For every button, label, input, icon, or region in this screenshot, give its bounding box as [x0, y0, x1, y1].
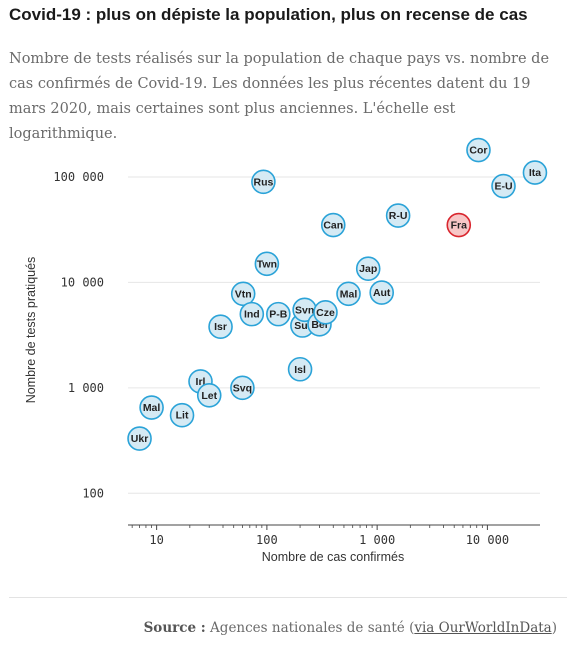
point-marker	[466, 137, 491, 163]
point-marker	[385, 203, 411, 228]
source-label: Source :	[143, 620, 206, 636]
point-marker	[169, 402, 195, 428]
footer-divider	[9, 597, 567, 598]
point-label: Aut	[373, 287, 391, 299]
data-point: R-U	[385, 203, 411, 228]
chart-title: Covid-19 : plus on dépiste la population…	[9, 5, 528, 24]
point-marker	[446, 212, 472, 238]
point-label: Rus	[253, 176, 273, 188]
source-close: )	[551, 620, 557, 636]
data-point: Jap	[355, 256, 381, 281]
point-label: Mal	[340, 288, 358, 300]
chart-subtitle: Nombre de tests réalisés sur la populati…	[9, 51, 550, 142]
data-point: Let	[196, 382, 222, 408]
data-point: Can	[320, 212, 346, 238]
data-point: Fra	[446, 212, 472, 238]
point-marker	[239, 301, 265, 327]
point-label: Twn	[257, 258, 277, 270]
data-point: Mal	[336, 281, 361, 307]
data-point: Lit	[169, 402, 195, 428]
point-marker	[355, 256, 381, 281]
x-tick-label: 1 000	[359, 533, 395, 547]
y-tick-label: 1 000	[68, 381, 104, 395]
data-point: Mal	[139, 395, 164, 420]
x-tick-label: 10	[149, 533, 163, 547]
point-label: Jap	[359, 263, 377, 275]
scatter-chart: 100 1 000 10 000 100 000 10 100 1 000 10 000 Uk…	[24, 137, 548, 564]
point-label: Ind	[244, 309, 260, 321]
point-marker	[139, 395, 164, 420]
data-point: Twn	[254, 251, 280, 277]
point-marker	[522, 160, 548, 185]
point-label: Sui	[294, 320, 310, 332]
point-label: E-U	[494, 181, 512, 193]
point-label: Isl	[294, 364, 306, 376]
source-text: Agences nationales de santé (	[210, 620, 415, 636]
point-label: Can	[323, 220, 343, 232]
point-label: Svq	[233, 382, 252, 394]
point-label: Cor	[469, 145, 487, 157]
data-point: Cze	[313, 300, 338, 325]
data-point: Aut	[369, 280, 395, 305]
data-point: Ind	[239, 301, 265, 327]
y-tick-label: 100 000	[53, 170, 104, 184]
axis-layer: 100 1 000 10 000 100 000 10 100 1 000 10 000	[53, 170, 540, 547]
x-tick-label: 10 000	[466, 533, 509, 547]
point-marker	[254, 251, 280, 277]
point-marker	[266, 301, 291, 327]
point-marker	[230, 375, 255, 401]
point-marker	[127, 426, 152, 451]
point-label: R-U	[389, 210, 408, 222]
point-label: Vtn	[235, 288, 252, 300]
point-marker	[491, 173, 516, 199]
point-marker	[369, 280, 395, 305]
point-marker	[196, 382, 222, 408]
point-label: Irl	[196, 376, 206, 388]
data-point: Svq	[230, 375, 255, 401]
data-point: Vtn	[230, 281, 256, 307]
data-point: Rus	[251, 169, 276, 195]
source-link[interactable]: via OurWorldInData	[414, 620, 552, 636]
point-label: Ukr	[131, 433, 149, 445]
x-tick-label: 100	[256, 533, 278, 547]
y-axis-label: Nombre de tests pratiqués	[24, 257, 38, 404]
x-axis-label: Nombre de cas confirmés	[262, 550, 404, 564]
data-point: Cor	[466, 137, 491, 163]
points-layer: Ukr Mal Lit Irl Let Isr Svq Vtn Ind Rus Twn P-B Isl S…	[127, 137, 548, 451]
point-marker	[287, 356, 313, 382]
data-point: Ita	[522, 160, 548, 185]
point-marker	[230, 281, 256, 307]
point-marker	[336, 281, 361, 307]
point-label: Svn	[295, 304, 314, 316]
point-marker	[320, 212, 346, 238]
data-point: P-B	[266, 301, 291, 327]
data-point: E-U	[491, 173, 516, 199]
y-tick-label: 100	[82, 486, 104, 500]
point-label: Mal	[143, 402, 161, 414]
data-point: Ukr	[127, 426, 152, 451]
point-label: Let	[201, 390, 217, 402]
point-marker	[251, 169, 276, 195]
point-label: P-B	[269, 309, 288, 321]
point-marker	[313, 300, 338, 325]
point-marker	[208, 314, 233, 339]
point-label: Cze	[316, 307, 335, 319]
point-label: Ita	[529, 167, 541, 179]
y-tick-label: 10 000	[61, 275, 104, 289]
point-label: Fra	[451, 220, 468, 232]
data-point: Isl	[287, 356, 313, 382]
data-point: Isr	[208, 314, 233, 339]
point-label: Isr	[214, 321, 227, 333]
source-note: Source : Agences nationales de santé (vi…	[144, 620, 557, 636]
point-label: Lit	[176, 410, 189, 422]
